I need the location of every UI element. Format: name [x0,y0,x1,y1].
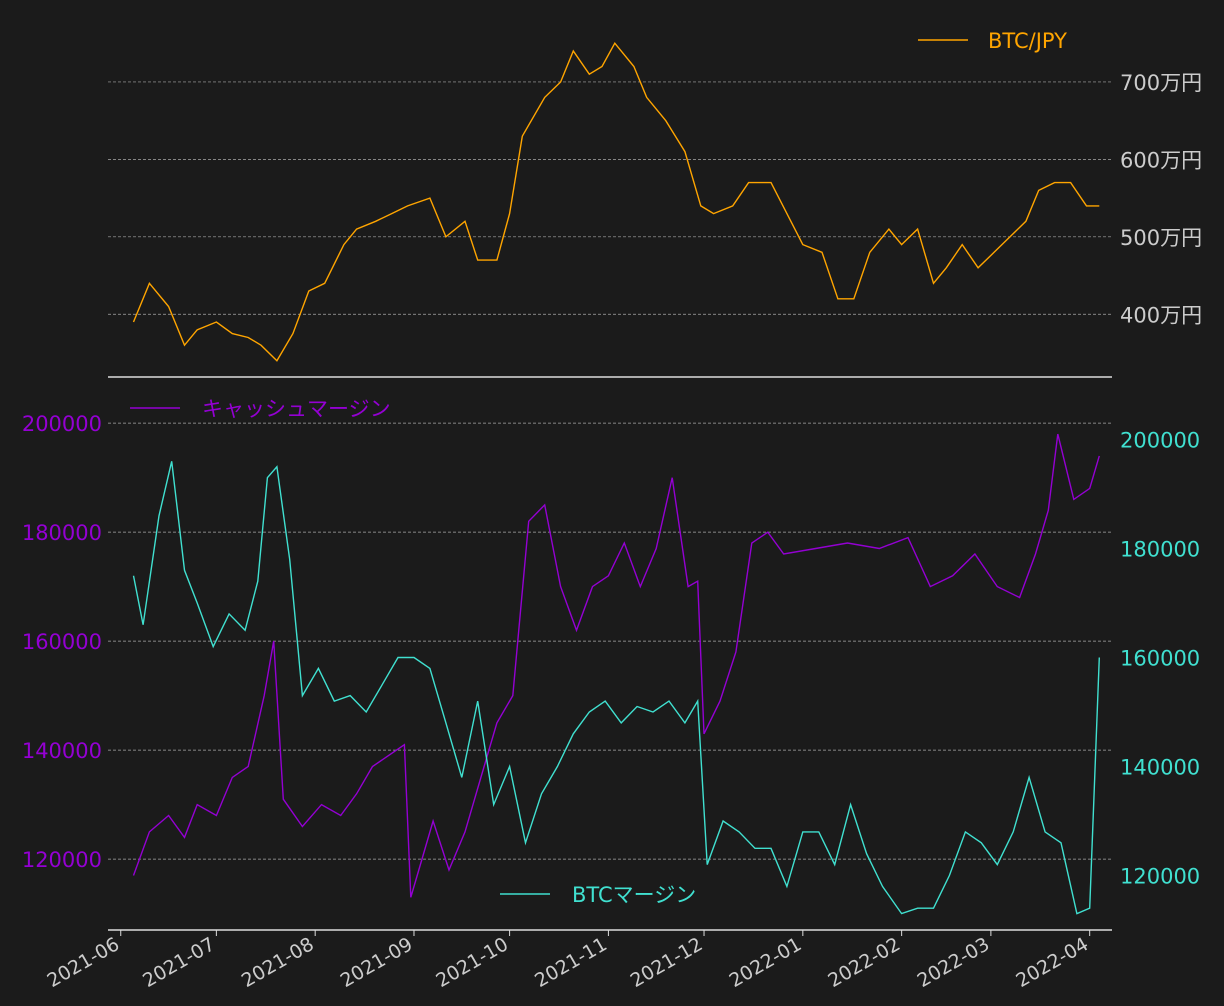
top-gridlines [108,81,1112,315]
series-line-btc-margin [132,461,1100,915]
legend-label-btc-margin: BTCマージン [572,883,696,907]
left-y-tick-label: 160000 [22,630,102,654]
top-y-tick-label: 700万円 [1120,71,1202,95]
top-y-tick-label: 400万円 [1120,303,1202,327]
top-y-tick-label: 600万円 [1120,148,1202,172]
right-y-tick-label: 180000 [1120,538,1200,562]
right-y-tick-label: 120000 [1120,865,1200,889]
bottom-center-legend: BTCマージン [500,883,696,907]
bottom-left-legend: キャッシュマージン [130,397,391,421]
left-y-tick-label: 120000 [22,848,102,872]
series-line-btc-jpy [132,41,1100,362]
right-y-tick-label: 140000 [1120,756,1200,780]
right-y-tick-label: 200000 [1120,429,1200,453]
top-plot-lines [132,41,1100,362]
bottom-plot-lines [132,433,1100,915]
left-y-tick-label: 180000 [22,521,102,545]
left-y-tick-label: 140000 [22,739,102,763]
left-y-tick-label: 200000 [22,412,102,436]
top-legend: BTC/JPY [918,29,1067,53]
legend-label-btc-jpy: BTC/JPY [988,29,1067,53]
series-line-cash-margin [132,433,1100,898]
top-y-tick-label: 500万円 [1120,226,1202,250]
right-y-tick-label: 160000 [1120,647,1200,671]
bottom-gridlines [108,422,1112,860]
legend-label-cash-margin: キャッシュマージン [202,397,391,421]
